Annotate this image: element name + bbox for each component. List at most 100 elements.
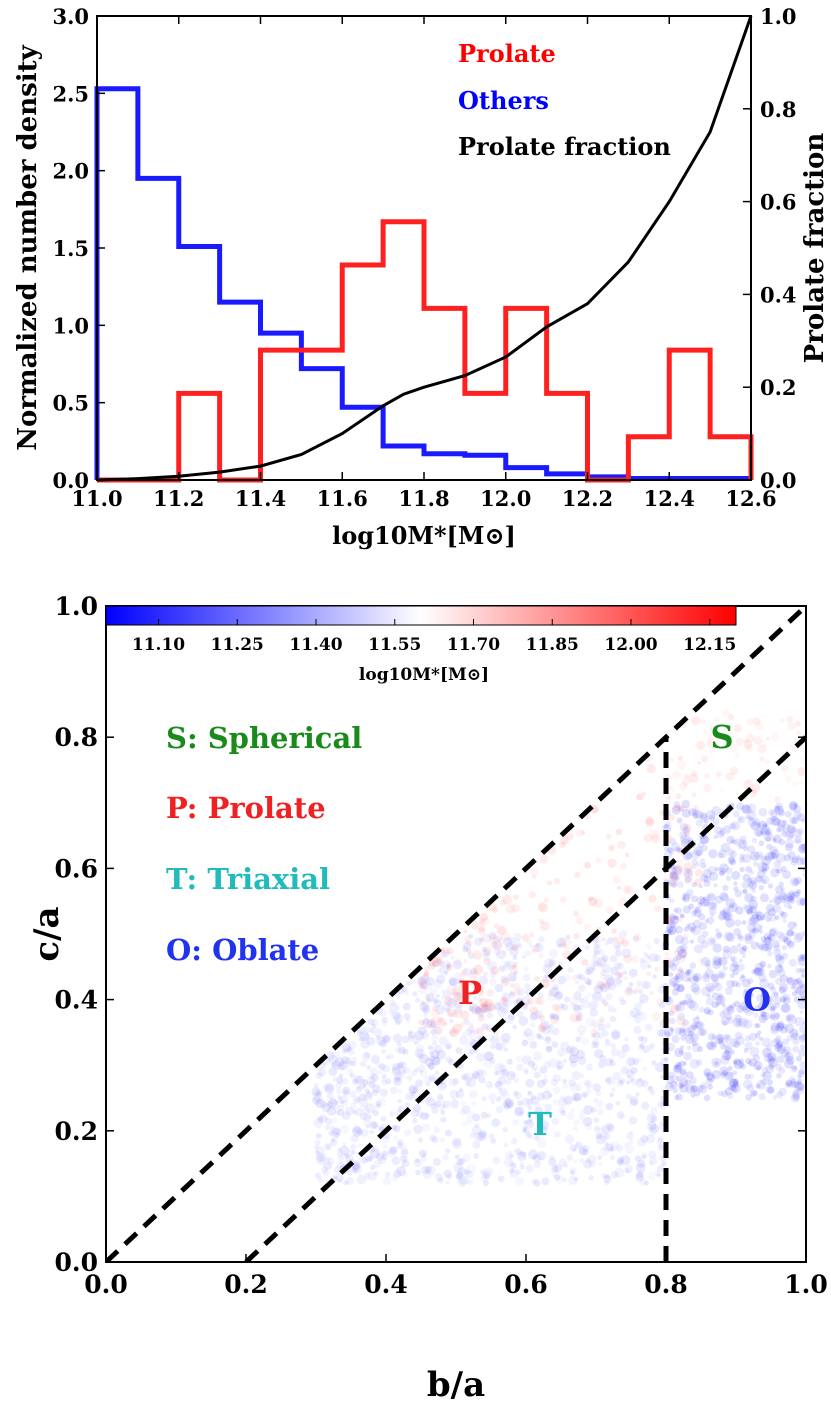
scatter-point <box>524 983 531 990</box>
scatter-point <box>595 1132 603 1140</box>
scatter-point <box>716 998 723 1005</box>
scatter-point <box>726 1071 734 1080</box>
scatter-point <box>680 913 685 919</box>
scatter-point <box>752 928 757 933</box>
scatter-point <box>554 1131 561 1138</box>
scatter-point <box>360 1129 369 1137</box>
scatter-point <box>652 974 657 979</box>
scatter-point <box>489 970 497 978</box>
scatter-point <box>508 1168 515 1174</box>
scatter-point <box>530 868 539 876</box>
scatter-point <box>421 1152 427 1158</box>
scatter-point <box>782 936 789 943</box>
scatter-point <box>396 1041 402 1047</box>
scatter-point <box>685 993 692 1000</box>
scatter-point <box>563 996 571 1003</box>
scatter-point <box>531 949 536 954</box>
scatter-point <box>778 986 787 994</box>
scatter-point <box>761 1037 772 1047</box>
scatter-point <box>727 856 736 865</box>
scatter-point <box>579 1109 586 1117</box>
scatter-point <box>759 960 767 968</box>
scatter-point <box>369 1067 378 1076</box>
scatter-point <box>626 986 633 993</box>
scatter-point <box>442 1002 451 1011</box>
x-tick-label: 0.8 <box>644 1270 688 1299</box>
scatter-point <box>642 791 647 796</box>
scatter-point <box>504 1047 509 1052</box>
scatter-point <box>661 1160 667 1167</box>
scatter-point <box>773 948 782 957</box>
scatter-point <box>792 1065 797 1071</box>
scatter-point <box>683 926 689 932</box>
scatter-point <box>604 981 612 989</box>
scatter-point <box>502 1038 509 1046</box>
scatter-point <box>780 890 786 895</box>
scatter-point <box>500 1032 511 1043</box>
scatter-point <box>597 1161 603 1167</box>
scatter-point <box>605 1122 614 1130</box>
scatter-point <box>761 867 768 873</box>
scatter-point <box>467 952 475 960</box>
scatter-point <box>575 1015 582 1022</box>
scatter-point <box>563 1163 569 1169</box>
scatter-point <box>472 1113 481 1122</box>
scatter-point <box>573 1004 582 1014</box>
bottom-y-axis-label: c/a <box>27 906 67 961</box>
scatter-point <box>573 933 580 940</box>
scatter-point <box>581 1037 590 1046</box>
scatter-point <box>675 1002 686 1012</box>
scatter-point <box>744 935 754 945</box>
scatter-point <box>513 983 521 991</box>
scatter-point <box>444 1042 453 1050</box>
scatter-point <box>776 1091 784 1099</box>
scatter-point <box>591 1033 596 1038</box>
scatter-point <box>314 1145 319 1150</box>
scatter-point <box>606 1143 614 1152</box>
scatter-point <box>763 933 771 941</box>
scatter-point <box>717 852 724 859</box>
scatter-point <box>473 1028 480 1035</box>
scatter-point <box>746 803 757 814</box>
scatter-point <box>774 897 782 905</box>
scatter-point <box>428 1055 436 1062</box>
scatter-point <box>506 962 512 968</box>
scatter-point <box>739 857 745 863</box>
scatter-point <box>790 1081 798 1089</box>
scatter-point <box>352 1162 360 1171</box>
scatter-point <box>793 922 798 927</box>
scatter-point <box>480 1111 488 1119</box>
scatter-point <box>362 1084 367 1089</box>
scatter-point <box>748 816 754 822</box>
scatter-point <box>371 1084 381 1094</box>
scatter-point <box>774 805 781 812</box>
scatter-point <box>559 937 568 946</box>
scatter-point <box>347 1047 355 1056</box>
scatter-point <box>767 982 775 990</box>
scatter-point <box>549 1012 556 1020</box>
scatter-point <box>688 1025 695 1032</box>
scatter-point <box>578 1115 584 1121</box>
scatter-point <box>330 1138 338 1146</box>
scatter-point <box>439 965 449 976</box>
scatter-point <box>604 1142 609 1147</box>
scatter-point <box>714 1034 725 1045</box>
scatter-point <box>796 730 801 736</box>
scatter-point <box>704 960 711 967</box>
scatter-point <box>707 739 716 749</box>
scatter-point <box>342 1089 350 1096</box>
scatter-point <box>426 998 432 1004</box>
scatter-point <box>425 1096 436 1107</box>
scatter-point <box>466 1110 475 1119</box>
scatter-point <box>469 1003 480 1014</box>
scatter-point <box>404 1102 411 1108</box>
scatter-point <box>616 1079 625 1088</box>
scatter-point <box>339 1100 345 1105</box>
scatter-point <box>599 1126 607 1134</box>
scatter-point <box>319 1100 328 1109</box>
scatter-point <box>741 881 750 889</box>
scatter-point <box>641 1154 647 1160</box>
scatter-point <box>671 988 680 996</box>
scatter-point <box>770 1025 780 1035</box>
scatter-point <box>723 911 733 922</box>
